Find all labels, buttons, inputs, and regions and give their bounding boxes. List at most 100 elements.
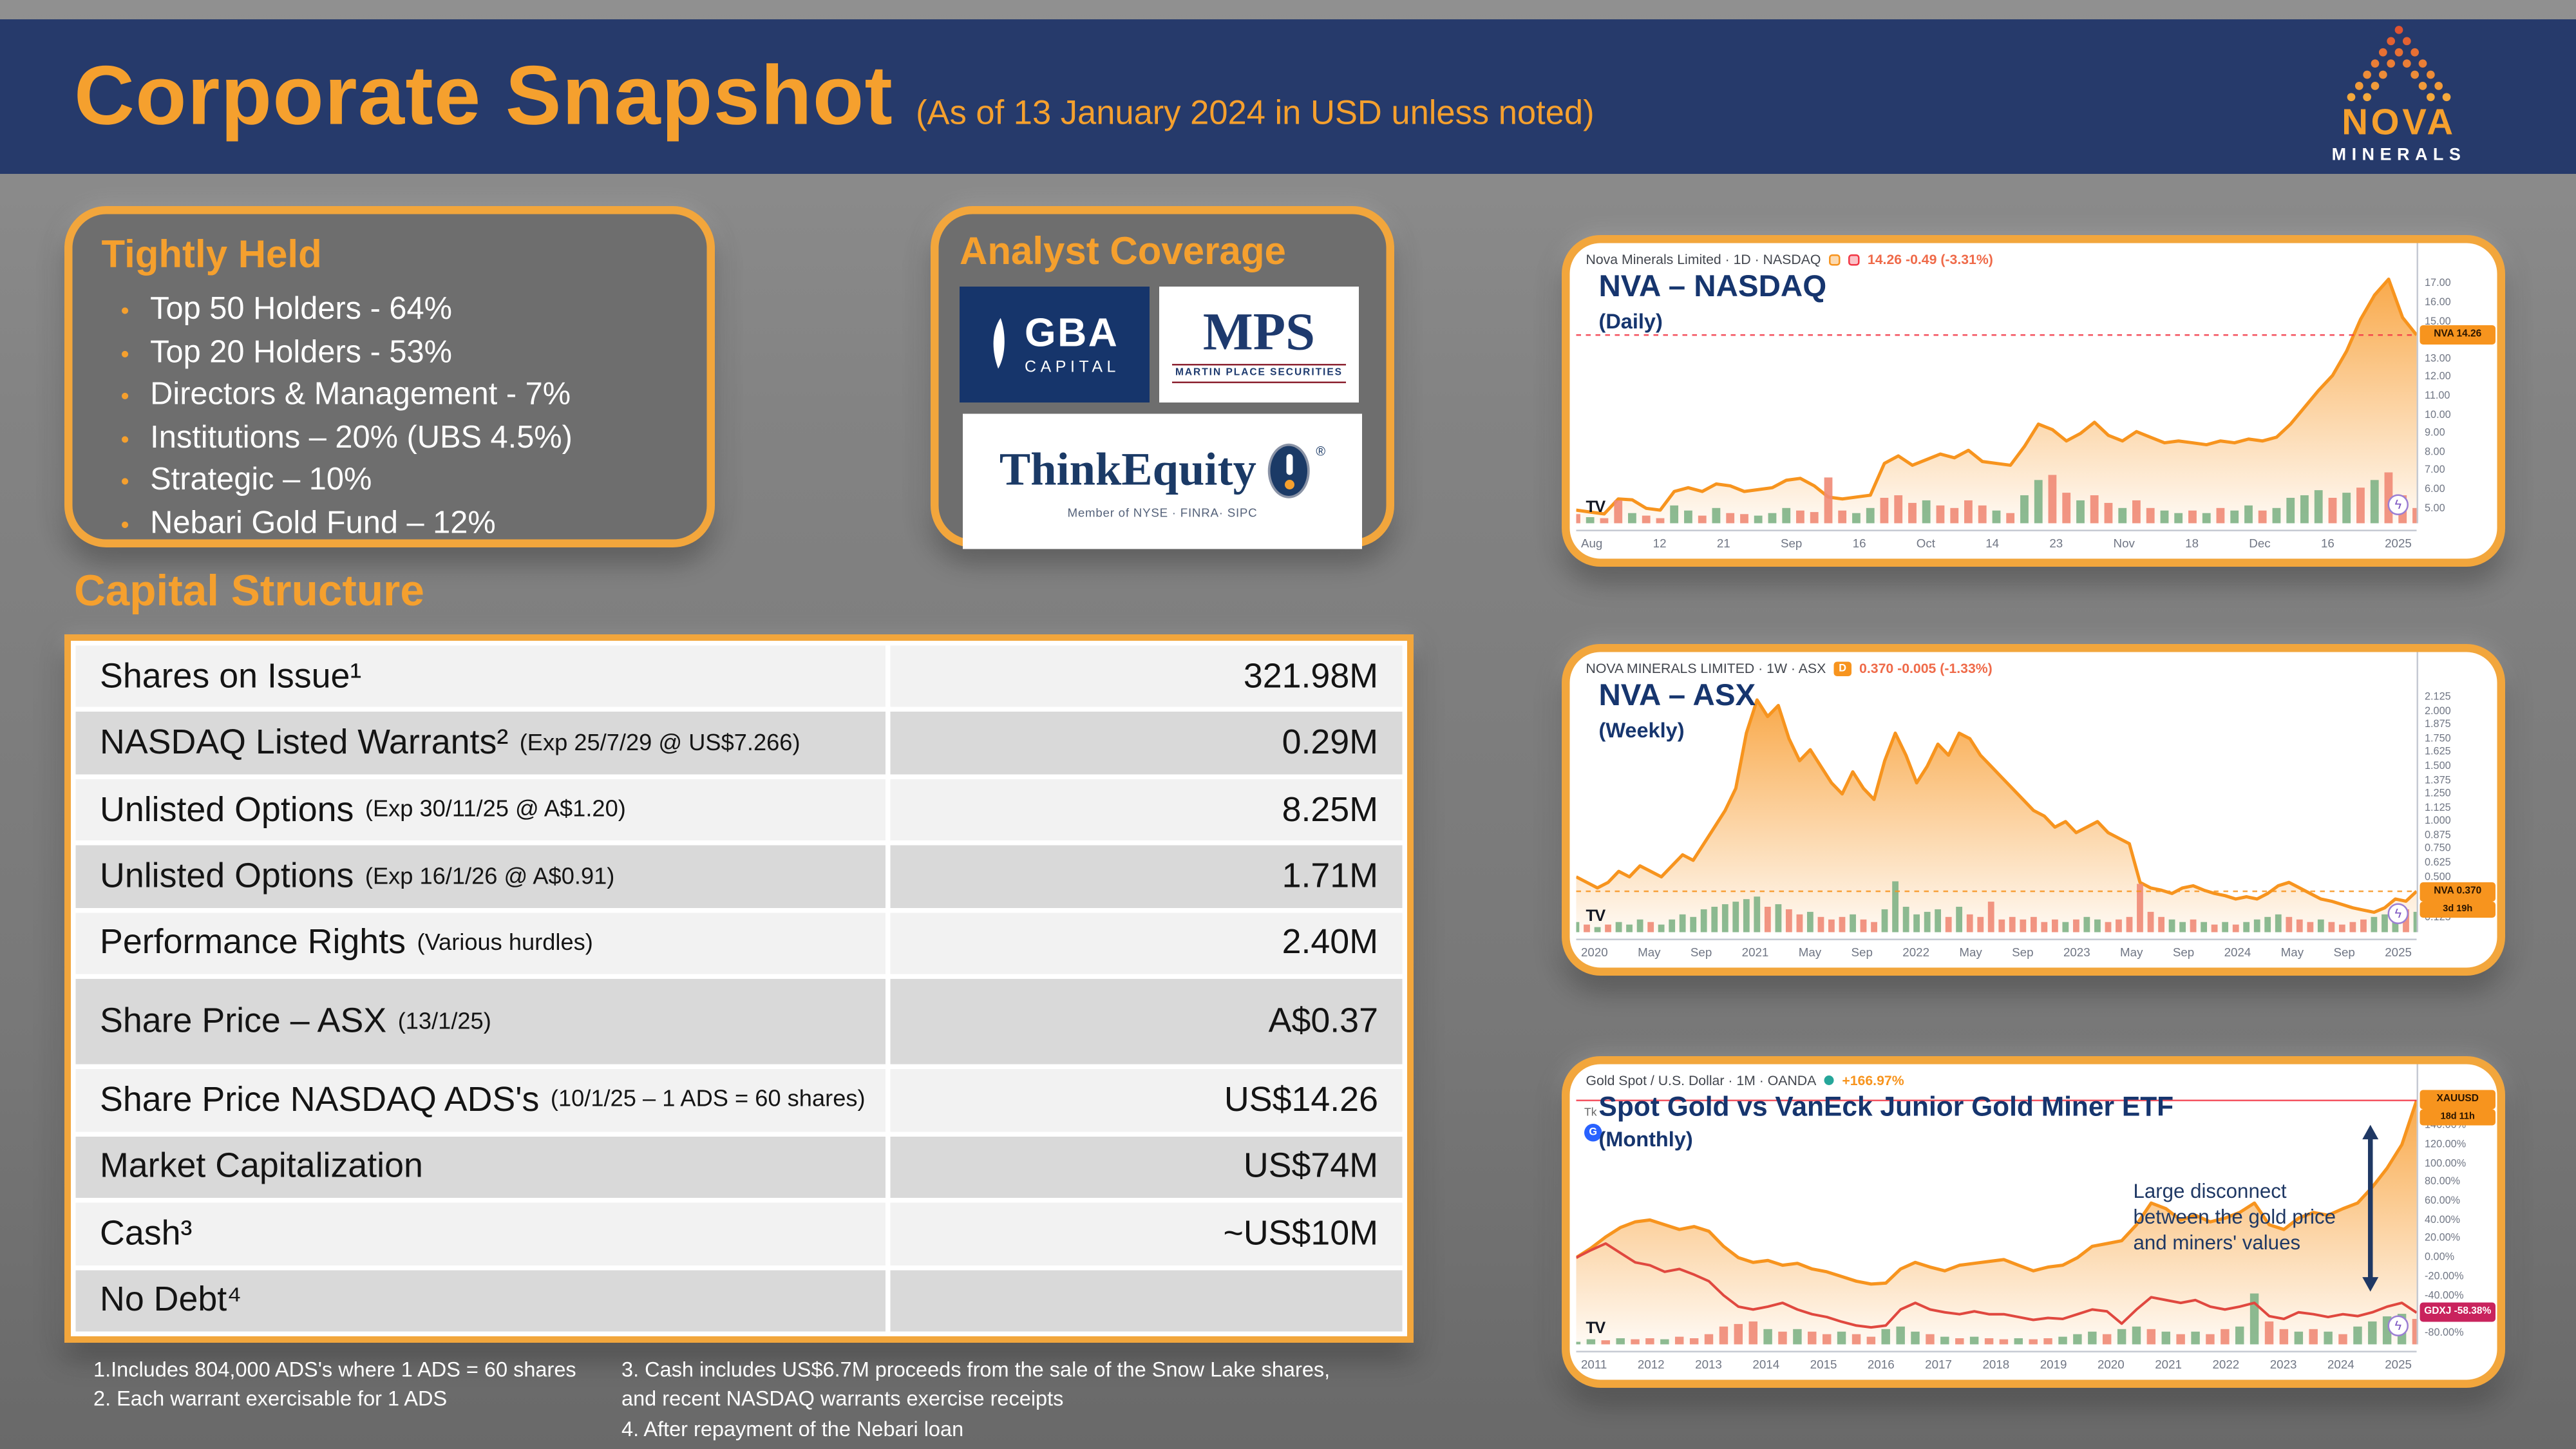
- row-note: (Exp 30/11/25 @ A$1.20): [365, 797, 626, 823]
- footnote: 2. Each warrant exercisable for 1 ADS: [93, 1387, 448, 1412]
- table-row: Performance Rights (Various hurdles) 2.40M: [75, 912, 1403, 974]
- list-item-label: Top 20 Holders - 53%: [150, 334, 452, 370]
- price-axis: 17.0016.0015.0014.0013.0012.0011.0010.00…: [2416, 243, 2497, 524]
- chart-plot-area: [1576, 269, 2417, 524]
- row-note: (13/1/25): [397, 1009, 491, 1035]
- mps-sub: MARTIN PLACE SECURITIES: [1172, 363, 1346, 383]
- footnotes-left: 1.Includes 804,000 ADS's where 1 ADS = 6…: [93, 1356, 609, 1415]
- legend-symbol: NOVA MINERALS LIMITED · 1W · ASX: [1586, 660, 1826, 676]
- lightning-icon: ϟ: [2387, 494, 2409, 515]
- list-item-label: Strategic – 10%: [150, 462, 372, 498]
- chart-legend: Gold Spot / U.S. Dollar · 1M · OANDA +16…: [1586, 1072, 1904, 1088]
- chart-title-block: NVA – NASDAQ (Daily): [1599, 270, 1827, 334]
- header: Corporate Snapshot (As of 13 January 202…: [0, 19, 2576, 174]
- price-axis: 140.00% 120.00% 100.00% 80.00% 60.00% 40.00% 2…: [2416, 1064, 2497, 1345]
- list-item-label: Top 50 Holders - 64%: [150, 291, 452, 327]
- legend-badge-icon: [1824, 1075, 1834, 1085]
- tradingview-logo-icon: TV: [1586, 908, 1606, 926]
- bullet-icon: •: [120, 383, 129, 411]
- legend-change: +166.97%: [1842, 1072, 1904, 1088]
- row-label: Unlisted Options: [100, 857, 354, 896]
- table-row: Cash³ ~US$10M: [75, 1202, 1403, 1265]
- time-axis: 2011 2012 2013 2014 2015 2016 2017 2018 2019 2020…: [1576, 1350, 2417, 1376]
- table-row: Share Price NASDAQ ADS's (10/1/25 – 1 ADS…: [75, 1069, 1403, 1132]
- list-item: • Nebari Gold Fund – 12%: [121, 503, 678, 545]
- table-row: NASDAQ Listed Warrants² (Exp 25/7/29 @ US…: [75, 712, 1403, 775]
- row-note: (Exp 16/1/26 @ A$0.91): [365, 864, 615, 890]
- row-value: 2.40M: [1282, 923, 1378, 962]
- svg-text:MINERALS: MINERALS: [2332, 145, 2467, 164]
- legend-side-icons: Tk G: [1584, 1108, 1602, 1142]
- thinkequity-logo: ThinkEquity ® Member of NYSE · FINRA· SI…: [963, 413, 1362, 549]
- bullet-icon: •: [120, 511, 129, 539]
- row-note: (Various hurdles): [417, 930, 593, 956]
- chart-title-block: NVA – ASX (Weekly): [1599, 679, 1756, 743]
- registered-mark: ®: [1316, 443, 1326, 459]
- thinkequity-sub: Member of NYSE · FINRA· SIPC: [1067, 504, 1258, 520]
- chart-card-nva-asx: NOVA MINERALS LIMITED · 1W · ASX D 0.370…: [1562, 644, 2505, 976]
- row-label: NASDAQ Listed Warrants²: [100, 723, 509, 762]
- thinkequity-exclamation-icon: [1271, 445, 1308, 495]
- row-value: ~US$10M: [1223, 1213, 1378, 1253]
- chart-legend: Nova Minerals Limited · 1D · NASDAQ 14.2…: [1586, 251, 1993, 267]
- capital-structure-table: Shares on Issue¹ 321.98M NASDAQ Listed Wa…: [64, 634, 1414, 1343]
- chart-card-nva-nasdaq: Nova Minerals Limited · 1D · NASDAQ 14.2…: [1562, 235, 2505, 567]
- chart-title: NVA – ASX: [1598, 679, 1756, 714]
- gba-sub: CAPITAL: [1025, 358, 1120, 376]
- chart-subtitle: (Weekly): [1598, 718, 1685, 743]
- tradingview-logo-icon: TV: [1586, 499, 1606, 517]
- list-item: • Institutions – 20% (UBS 4.5%): [121, 418, 678, 460]
- list-item-label: Nebari Gold Fund – 12%: [150, 504, 496, 540]
- list-item: • Top 20 Holders - 53%: [121, 332, 678, 375]
- chart-title-block: Spot Gold vs VanEck Junior Gold Miner ET…: [1599, 1092, 2174, 1151]
- tightly-held-title: Tightly Held: [101, 233, 322, 278]
- ticker-label: Tk: [1584, 1108, 1597, 1119]
- lightning-icon: ϟ: [2387, 1315, 2409, 1336]
- bullet-icon: •: [120, 298, 129, 326]
- row-value: US$14.26: [1224, 1080, 1378, 1119]
- row-value: 8.25M: [1282, 790, 1378, 829]
- page-subtitle: (As of 13 January 2024 in USD unless not…: [916, 95, 1595, 133]
- list-item: • Directors & Management - 7%: [121, 375, 678, 418]
- footnote: 4. After repayment of the Nebari loan: [621, 1416, 964, 1441]
- gdx-icon: G: [1584, 1124, 1602, 1142]
- footnote: 3. Cash includes US$6.7M proceeds from t…: [621, 1357, 1331, 1382]
- list-item: • Strategic – 10%: [121, 460, 678, 503]
- table-row: Unlisted Options (Exp 30/11/25 @ A$1.20) 8…: [75, 779, 1403, 841]
- list-item-label: Institutions – 20% (UBS 4.5%): [150, 419, 573, 455]
- gba-leaf-icon: [994, 317, 1005, 369]
- row-note: (10/1/25 – 1 ADS = 60 shares): [550, 1087, 866, 1113]
- table-row: Share Price – ASX (13/1/25) A$0.37: [75, 979, 1403, 1065]
- row-label: Unlisted Options: [100, 790, 354, 829]
- gba-capital-logo: GBA CAPITAL: [960, 287, 1150, 402]
- footnote: 1.Includes 804,000 ADS's where 1 ADS = 6…: [93, 1357, 576, 1382]
- mps-logo: MPS MARTIN PLACE SECURITIES: [1159, 287, 1359, 402]
- list-item-label: Directors & Management - 7%: [150, 377, 571, 412]
- row-label: Share Price NASDAQ ADS's: [100, 1080, 540, 1119]
- time-axis: Aug 12 21 Sep 16 Oct 14 23 Nov 18 Dec 16 2025: [1576, 529, 2417, 554]
- row-value: US$74M: [1243, 1146, 1378, 1186]
- chart-subtitle: (Daily): [1598, 309, 1663, 334]
- mps-name: MPS: [1202, 303, 1316, 362]
- footnotes-right: 3. Cash includes US$6.7M proceeds from t…: [621, 1356, 1410, 1444]
- legend-symbol: Nova Minerals Limited · 1D · NASDAQ: [1586, 251, 1821, 267]
- thinkequity-name: ThinkEquity: [999, 443, 1256, 495]
- chart-plot-area: [1576, 1090, 2417, 1345]
- legend-change: 0.370 -0.005 (-1.33%): [1859, 660, 1993, 676]
- chart-legend: NOVA MINERALS LIMITED · 1W · ASX D 0.370…: [1586, 660, 1993, 676]
- chart-annotation: Large disconnect between the gold price an…: [2133, 1180, 2336, 1254]
- gba-name: GBA: [1025, 310, 1119, 355]
- nova-minerals-logo-icon: NOVA MINERALS: [2277, 19, 2521, 171]
- tradingview-logo-icon: TV: [1586, 1320, 1606, 1338]
- row-label: Market Capitalization: [100, 1146, 423, 1186]
- legend-badge-icon: [1828, 253, 1841, 265]
- chart-subtitle: (Monthly): [1598, 1127, 1693, 1151]
- table-row: Unlisted Options (Exp 16/1/26 @ A$0.91) 1.…: [75, 846, 1403, 908]
- chart-card-gold-vs-gdxj: Gold Spot / U.S. Dollar · 1M · OANDA +16…: [1562, 1056, 2505, 1388]
- tightly-held-card: Tightly Held • Top 50 Holders - 64% • Top …: [64, 206, 715, 547]
- price-axis: 2.125 2.000 1.875 1.750 1.625 1.500 1.375 1.250…: [2416, 652, 2497, 933]
- analyst-coverage-title: Analyst Coverage: [960, 230, 1286, 274]
- row-value: 321.98M: [1243, 656, 1378, 696]
- table-row: No Debt⁴: [75, 1269, 1403, 1332]
- row-value: 1.71M: [1282, 857, 1378, 896]
